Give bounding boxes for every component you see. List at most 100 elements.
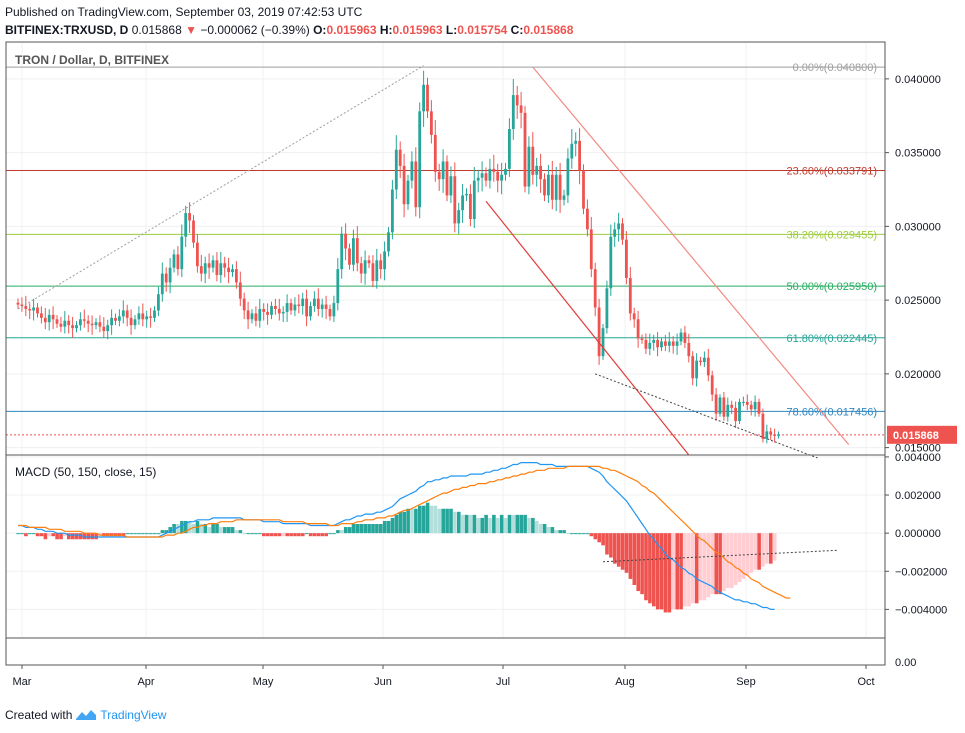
histogram-bar xyxy=(628,533,633,579)
candle xyxy=(133,319,137,326)
candle xyxy=(379,260,383,270)
histogram-bar xyxy=(320,533,325,537)
macd-y-tick-label: 0.002000 xyxy=(895,490,941,502)
x-tick-label: May xyxy=(253,676,274,688)
candle xyxy=(188,213,191,221)
candle xyxy=(734,407,737,422)
last-price-badge-label: 0.015868 xyxy=(893,430,939,442)
histogram-bar xyxy=(86,533,91,540)
candle xyxy=(667,341,671,346)
candle xyxy=(742,401,745,403)
candle xyxy=(301,298,305,307)
histogram-bar xyxy=(550,527,555,534)
candle xyxy=(289,303,293,311)
histogram-bar xyxy=(562,530,566,534)
histogram-bar xyxy=(663,533,668,613)
histogram-bar xyxy=(772,533,777,561)
candle xyxy=(32,307,35,311)
histogram-bar xyxy=(566,533,570,535)
histogram-bar xyxy=(632,533,637,586)
candle xyxy=(98,322,102,327)
candle xyxy=(196,242,199,267)
symbol-label: BITFINEX:TRXUSD, D xyxy=(5,23,129,37)
macd-y-tick-label: 0.004000 xyxy=(895,452,941,464)
candle xyxy=(722,397,726,417)
down-triangle-icon: ▼ xyxy=(185,23,197,37)
histogram-bar xyxy=(164,530,169,534)
candle xyxy=(266,311,269,315)
histogram-bar xyxy=(511,514,516,534)
histogram-bar xyxy=(679,533,683,610)
candle xyxy=(656,339,659,348)
histogram-bar xyxy=(418,505,422,534)
candle xyxy=(274,306,277,309)
candle xyxy=(363,260,367,274)
low-label: L: xyxy=(445,23,458,37)
histogram-bar xyxy=(308,533,313,537)
histogram-bar xyxy=(722,533,726,592)
candle xyxy=(593,269,597,308)
candle xyxy=(125,310,129,318)
candle xyxy=(632,313,636,320)
fib-levels: 0.00%(0.040800) 23.60%(0.033791) 38.20%(0.… xyxy=(6,62,885,436)
histogram-bar xyxy=(285,533,289,537)
histogram-bar xyxy=(449,508,453,534)
histogram-bar xyxy=(129,533,133,535)
candle xyxy=(703,357,706,363)
histogram-bar xyxy=(406,508,410,534)
histogram-bar xyxy=(698,533,703,601)
candle xyxy=(504,168,507,175)
fib-level-label: 0.00%(0.040800) xyxy=(793,62,877,74)
candle xyxy=(86,320,90,324)
candles xyxy=(16,70,780,444)
histogram-bar xyxy=(254,533,258,535)
candle xyxy=(137,313,141,320)
candle xyxy=(94,322,98,326)
trend-line-support xyxy=(595,373,818,459)
candle xyxy=(496,171,500,181)
histogram-bar xyxy=(242,533,247,535)
candle xyxy=(36,307,39,314)
high-value: 0.015963 xyxy=(392,23,443,37)
candle xyxy=(75,325,78,329)
candle xyxy=(492,168,496,172)
candle xyxy=(476,177,480,181)
histogram-bar xyxy=(180,520,184,534)
candle xyxy=(371,263,375,281)
candle xyxy=(211,260,215,268)
close-value: 0.015868 xyxy=(523,23,574,37)
candle xyxy=(277,308,281,314)
histogram-bar xyxy=(176,524,180,534)
histogram-bar xyxy=(219,527,223,534)
candle xyxy=(714,394,718,414)
histogram-bar xyxy=(230,527,235,534)
histogram-bar xyxy=(687,533,691,607)
macd-y-tick-label: −0.004000 xyxy=(895,604,947,616)
histogram-bar xyxy=(601,533,605,546)
change-value: −0.000062 (−0.39%) xyxy=(200,23,310,37)
histogram-bar xyxy=(265,533,270,537)
candle xyxy=(355,238,359,264)
candle xyxy=(531,146,535,175)
histogram-bar xyxy=(648,533,652,604)
histogram-bar xyxy=(94,533,98,540)
histogram-bar xyxy=(55,533,59,540)
histogram-bar xyxy=(35,533,40,537)
candle xyxy=(47,314,51,323)
candle xyxy=(515,95,519,106)
candle xyxy=(90,323,94,326)
histogram-bar xyxy=(31,533,36,535)
histogram-bar xyxy=(340,530,344,534)
histogram-bar xyxy=(312,533,317,537)
histogram-bar xyxy=(476,517,481,534)
histogram-bar xyxy=(16,533,20,535)
trend-line-channel xyxy=(532,66,850,446)
tradingview-brand[interactable]: TradingView xyxy=(100,708,167,722)
candle xyxy=(176,254,180,270)
histogram-bar xyxy=(671,533,676,610)
histogram-bar xyxy=(390,517,395,534)
histogram-bar xyxy=(445,508,449,534)
macd-y-tick-label: 0.000000 xyxy=(895,528,941,540)
candle xyxy=(539,165,542,180)
